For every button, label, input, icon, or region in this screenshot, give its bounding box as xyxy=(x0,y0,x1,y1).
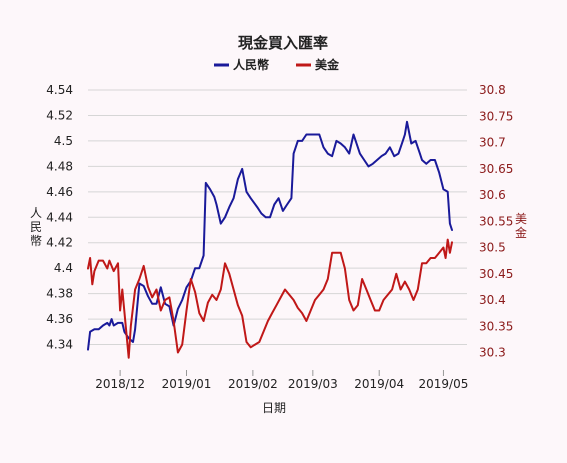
right-tick-label: 30.45 xyxy=(479,267,513,281)
right-tick-label: 30.6 xyxy=(479,188,506,202)
right-tick-label: 30.55 xyxy=(479,214,513,228)
gridlines xyxy=(88,89,467,346)
x-tick-label: 2019/05 xyxy=(419,377,469,391)
legend-label-usd: 美金 xyxy=(315,57,340,72)
left-tick-label: 4.38 xyxy=(46,287,73,301)
left-tick-label: 4.54 xyxy=(46,83,73,97)
series-lines[interactable] xyxy=(87,120,453,359)
right-tick-label: 30.65 xyxy=(479,162,513,176)
right-tick-label: 30.4 xyxy=(479,293,506,307)
left-tick-label: 4.48 xyxy=(46,159,73,173)
left-tick-label: 4.34 xyxy=(46,338,73,352)
x-tick-label: 2019/02 xyxy=(228,377,278,391)
right-tick-label: 30.7 xyxy=(479,136,506,150)
x-tick-label: 2019/01 xyxy=(162,377,212,391)
left-axis-ticks: 4.34 4.36 4.38 4.4 4.42 4.44 4.46 4.48 4.5 4.52 4.… xyxy=(46,83,73,352)
left-tick-label: 4.5 xyxy=(54,134,73,148)
x-axis-title: 日期 xyxy=(262,401,286,415)
right-tick-label: 30.3 xyxy=(479,346,506,360)
series-line-rmb[interactable] xyxy=(87,120,453,351)
legend[interactable]: 人民幣 美金 xyxy=(214,57,340,72)
right-axis-ticks: 30.3 30.35 30.4 30.45 30.5 30.55 30.6 30.65 30.7… xyxy=(479,83,513,360)
right-tick-label: 30.35 xyxy=(479,319,513,333)
x-axis-ticks: 2018/12 2019/01 2019/02 2019/03 2019/04 2019/… xyxy=(95,370,468,391)
left-tick-label: 4.4 xyxy=(54,261,73,275)
left-tick-label: 4.52 xyxy=(46,108,73,122)
legend-label-rmb: 人民幣 xyxy=(233,57,269,72)
x-tick-label: 2019/03 xyxy=(288,377,338,391)
left-axis-title: 人民幣 xyxy=(30,206,42,248)
left-tick-label: 4.36 xyxy=(46,312,73,326)
series-line-usd[interactable] xyxy=(87,238,453,359)
left-tick-label: 4.44 xyxy=(46,210,73,224)
chart-title: 現金買入匯率 xyxy=(238,34,328,52)
left-tick-label: 4.46 xyxy=(46,185,73,199)
right-tick-label: 30.5 xyxy=(479,241,506,255)
right-axis-title: 美金 xyxy=(515,212,527,240)
left-tick-label: 4.42 xyxy=(46,236,73,250)
x-tick-label: 2018/12 xyxy=(95,377,145,391)
right-tick-label: 30.75 xyxy=(479,109,513,123)
right-tick-label: 30.8 xyxy=(479,83,506,97)
x-tick-label: 2019/04 xyxy=(354,377,404,391)
